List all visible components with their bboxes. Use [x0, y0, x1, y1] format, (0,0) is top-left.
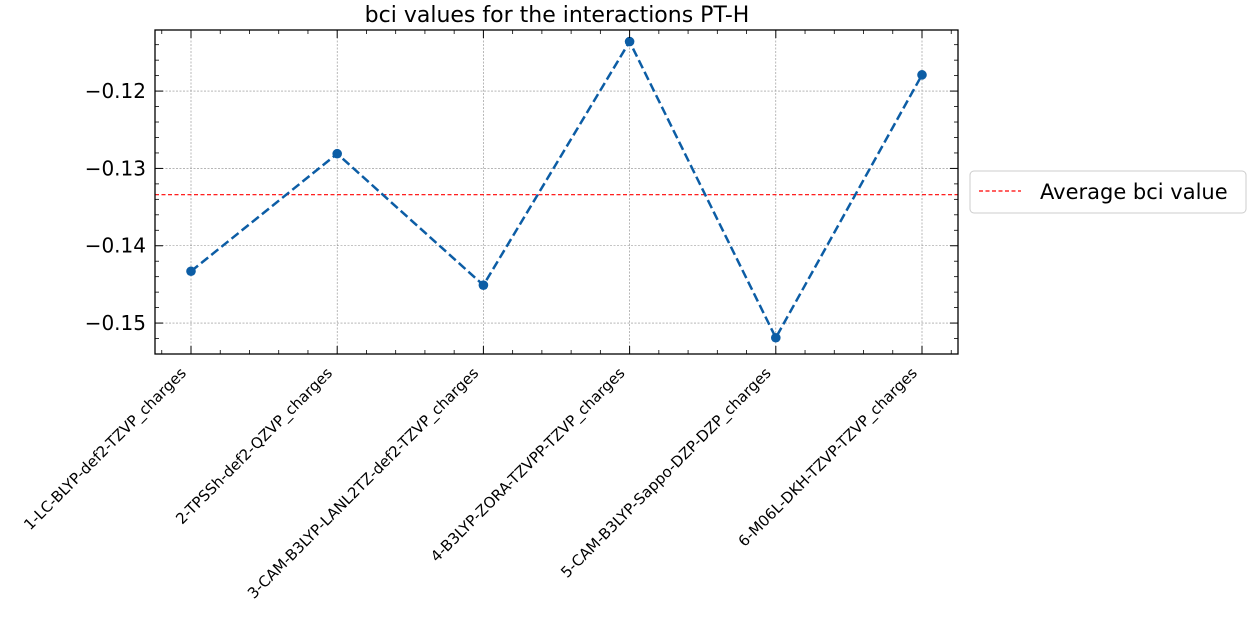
y-tick-labels: −0.12 −0.13 −0.14 −0.15 [85, 79, 146, 335]
legend-label-average: Average bci value [1040, 180, 1228, 204]
data-point [478, 280, 489, 290]
y-tick-label: −0.15 [85, 311, 146, 335]
grid [155, 30, 958, 354]
plot-frame [154, 29, 959, 355]
ticks [155, 30, 958, 355]
series-line [190, 38, 924, 341]
y-tick-label: −0.12 [85, 79, 146, 103]
x-tick-label: 6-M06L-DKH-TZVP-TZVP_charges [735, 364, 922, 551]
data-point [624, 36, 635, 47]
x-tick-labels: 1-LC-BLYP-def2-TZVP_charges2-TPSSh-def2-… [20, 364, 921, 603]
data-point [332, 148, 343, 159]
chart-title: bci values for the interactions PT-H [365, 3, 750, 28]
y-tick-label: −0.13 [85, 156, 146, 180]
x-tick-label: 1-LC-BLYP-def2-TZVP_charges [20, 364, 190, 534]
data-point [186, 266, 196, 277]
y-tick-label: −0.14 [85, 234, 146, 258]
series-layer [186, 36, 927, 343]
x-tick-label: 3-CAM-B3LYP-LANL2TZ-def2-TZVP_charges [244, 364, 483, 603]
data-point [771, 332, 781, 343]
legend: Average bci value [969, 170, 1247, 214]
x-tick-label: 2-TPSSh-def2-QZVP_charges [172, 364, 337, 529]
legend-box [969, 170, 1247, 214]
data-point [917, 70, 927, 80]
